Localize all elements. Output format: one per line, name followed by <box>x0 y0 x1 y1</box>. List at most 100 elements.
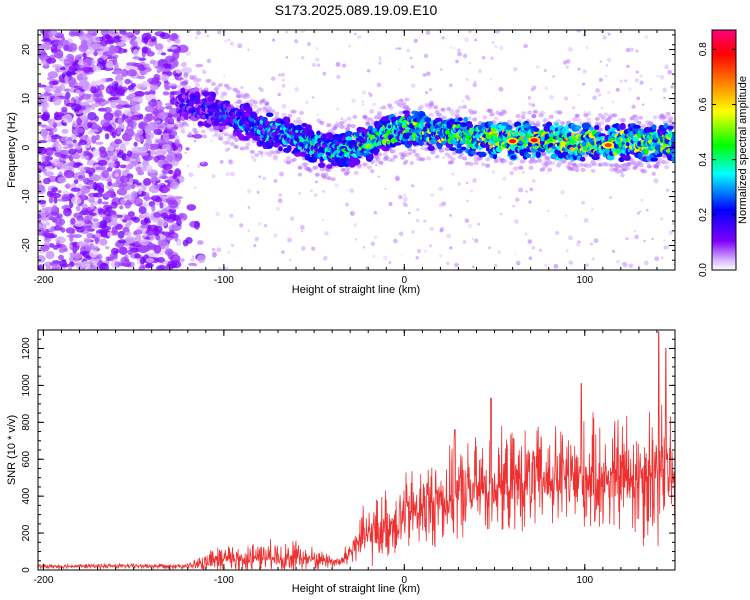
spectrogram-halo-cell <box>342 119 348 124</box>
spectrogram-noise-cell <box>134 134 144 143</box>
spectrogram-noise-cell <box>61 106 68 113</box>
spectrogram-faint-cell <box>515 260 521 266</box>
spectrogram-faint-cell <box>340 117 344 121</box>
spectrogram-noise-cell <box>160 212 169 219</box>
spectrogram-faint-cell <box>362 246 365 249</box>
spectrogram-ytick-label: 0 <box>21 144 32 150</box>
spectrogram-ridge-cell <box>525 153 532 159</box>
spectrogram-noise-cell <box>144 105 155 113</box>
spectrogram-faint-cell <box>260 154 264 158</box>
spectrogram-faint-cell <box>353 223 358 227</box>
spectrogram-halo-cell <box>492 120 498 125</box>
spectrogram-noise-cell <box>45 222 51 226</box>
spectrogram-faint-cell <box>193 139 197 143</box>
spectrogram-faint-cell <box>288 258 292 262</box>
spectrogram-noise-cell <box>156 123 168 131</box>
spectrogram-halo-cell <box>271 150 277 155</box>
spectrogram-noise-cell <box>62 122 67 127</box>
spectrogram-noise-cell <box>99 262 109 270</box>
spectrogram-noise-cell <box>126 261 132 268</box>
spectrogram-halo-cell <box>665 111 671 116</box>
spectrogram-noise-cell <box>197 254 206 264</box>
spectrogram-halo-cell <box>365 121 371 126</box>
spectrogram-halo-cell <box>296 116 302 121</box>
spectrogram-noise-cell <box>105 62 110 69</box>
spectrogram-noise-cell <box>185 237 193 244</box>
spectrogram-noise-cell <box>168 117 175 126</box>
spectrogram-faint-cell <box>377 175 380 178</box>
spectrogram-halo-cell <box>376 111 382 116</box>
spectrogram-faint-cell <box>378 56 382 59</box>
spectrogram-noise-cell <box>82 177 88 184</box>
spectrogram-noise-cell <box>81 203 88 209</box>
spectrogram-noise-cell <box>153 128 162 135</box>
spectrogram-halo-cell <box>222 92 228 97</box>
spectrogram-faint-cell <box>593 238 599 244</box>
spectrogram-faint-cell <box>393 238 398 244</box>
spectrogram-faint-cell <box>628 87 632 91</box>
spectrogram-faint-cell <box>404 159 409 164</box>
spectrogram-faint-cell <box>455 59 459 64</box>
spectrogram-cells <box>38 30 675 270</box>
spectrogram-halo-cell <box>579 162 585 167</box>
spectrogram-ridge-cell <box>470 150 477 155</box>
spectrogram-halo-cell <box>398 98 404 103</box>
spectrogram-faint-cell <box>227 147 231 151</box>
spectrogram-noise-cell <box>91 43 103 50</box>
spectrogram-noise-cell <box>192 133 203 139</box>
spectrogram-faint-cell <box>185 50 191 56</box>
spectrogram-faint-cell <box>464 94 470 100</box>
spectrogram-halo-cell <box>368 117 374 122</box>
spectrogram-faint-cell <box>211 174 216 179</box>
spectrogram-noise-cell <box>77 166 88 172</box>
spectrogram-noise-cell <box>80 43 89 50</box>
spectrogram-faint-cell <box>474 38 478 42</box>
spectrogram-halo-cell <box>323 172 329 177</box>
spectrogram-faint-cell <box>398 231 404 237</box>
spectrogram-faint-cell <box>509 171 514 176</box>
spectrogram-noise-cell <box>162 186 171 192</box>
spectrogram-faint-cell <box>662 87 667 93</box>
spectrogram-faint-cell <box>582 69 587 74</box>
spectrogram-faint-cell <box>554 230 560 236</box>
spectrogram-faint-cell <box>273 233 278 238</box>
spectrogram-noise-cell <box>118 149 124 154</box>
spectrogram-noise-cell <box>67 143 74 148</box>
spectrogram-halo-cell <box>366 165 372 170</box>
spectrogram-halo-cell <box>244 145 250 150</box>
spectrogram-halo-cell <box>210 81 216 86</box>
spectrogram-faint-cell <box>583 218 589 223</box>
spectrogram-noise-cell <box>138 188 143 195</box>
spectrogram-faint-cell <box>636 211 641 215</box>
spectrogram-ridge-cell <box>448 147 457 151</box>
spectrogram-halo-cell <box>586 116 592 121</box>
spectrogram-halo-cell <box>388 105 394 110</box>
spectrogram-faint-cell <box>258 222 262 226</box>
spectrogram-noise-cell <box>148 80 159 85</box>
spectrogram-noise-cell <box>107 162 116 168</box>
spectrogram-ridge-cell <box>619 122 626 130</box>
spectrogram-noise-cell <box>106 167 113 172</box>
spectrogram-noise-cell <box>57 176 67 184</box>
spectrogram-noise-cell <box>156 69 161 74</box>
spectrogram-faint-cell <box>322 256 328 261</box>
spectrogram-faint-cell <box>229 41 234 46</box>
spectrogram-halo-cell <box>550 161 556 166</box>
spectrogram-faint-cell <box>246 188 252 194</box>
spectrogram-noise-cell <box>109 252 118 259</box>
spectrogram-halo-cell <box>223 83 229 88</box>
spectrogram-noise-cell <box>106 146 115 152</box>
spectrogram-faint-cell <box>278 193 282 197</box>
spectrogram-halo-cell <box>462 156 468 161</box>
spectrogram-faint-cell <box>498 45 504 51</box>
spectrogram-faint-cell <box>543 68 548 73</box>
spectrogram-halo-cell <box>603 112 609 117</box>
spectrogram-faint-cell <box>403 193 406 197</box>
spectrogram-faint-cell <box>416 248 422 254</box>
spectrogram-ylabel: Frequency (Hz) <box>6 112 18 188</box>
spectrogram-halo-cell <box>407 147 413 152</box>
spectrogram-faint-cell <box>666 188 669 192</box>
spectrogram-halo-cell <box>223 132 229 137</box>
spectrogram-noise-cell <box>48 81 57 86</box>
spectrogram-noise-cell <box>99 46 111 52</box>
